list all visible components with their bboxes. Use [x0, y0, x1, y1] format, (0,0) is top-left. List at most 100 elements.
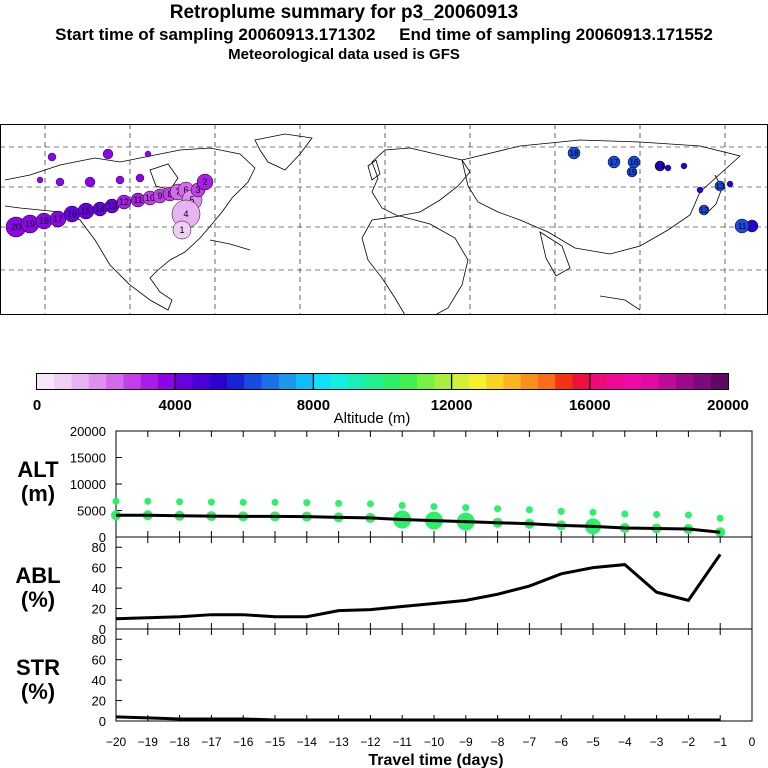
plume-blob-label: 15: [81, 206, 91, 216]
colorbar-cell: [589, 374, 608, 389]
colorbar-cell: [417, 374, 435, 389]
plume-blob-label: 5: [189, 195, 194, 205]
colorbar-tick-label: 20000: [707, 397, 749, 414]
x-axis-label: Travel time (days): [368, 752, 503, 768]
colorbar-cell: [434, 374, 452, 389]
colorbar-cell: [244, 374, 262, 389]
colorbar-cell: [503, 374, 522, 389]
altitude-scatter-point: [112, 497, 120, 505]
x-tick-label: −18: [169, 735, 190, 749]
plume-blob-label: 3: [195, 185, 200, 195]
plume-blob-label: 18: [39, 216, 49, 226]
altitude-scatter-point: [525, 506, 533, 514]
plume-blob-blue: 12: [698, 204, 710, 216]
colorbar-cell: [710, 374, 729, 389]
x-tick-labels: −20 −19 −18 −17 −16 −15 −14 −13 −12 −11 −10 −9 −8 −7−…: [106, 735, 756, 749]
colorbar-cell: [54, 374, 72, 389]
plume-blob-label: 14: [656, 162, 665, 171]
plume-dot-small: [726, 180, 734, 188]
colorbar-cell: [157, 374, 176, 389]
plume-blob-label: 14: [95, 204, 105, 214]
plume-dot-small: [36, 176, 44, 184]
plume-blob-purple: 14: [92, 201, 108, 217]
plume-blob-label: 16: [630, 158, 639, 167]
colorbar-label: Altitude (m): [334, 410, 411, 427]
panel-ylabel: STR: [16, 655, 60, 680]
plume-blob-label: 13: [716, 182, 725, 191]
colorbar-cell: [192, 374, 211, 389]
colorbar-cell: [520, 374, 539, 389]
coastlines: [4, 133, 741, 316]
altitude-scatter-point: [494, 505, 502, 513]
colorbar-cell: [486, 374, 504, 389]
altitude-scatter-point: [684, 511, 692, 519]
plume-blob-label: 6: [183, 185, 188, 195]
colorbar-cell: [607, 374, 625, 389]
end-time-label: End time of sampling 20060913.171552: [399, 25, 713, 44]
y-tick-label: 60: [92, 653, 106, 668]
plume-blob-blue: 13: [714, 180, 726, 192]
plume-blob-purple: 2: [196, 173, 214, 191]
x-tick-label: −7: [523, 735, 537, 749]
x-tick-label: −14: [297, 735, 318, 749]
y-tick-label: 5000: [77, 504, 106, 519]
colorbar-cell: [140, 374, 159, 389]
colorbar-cell: [572, 374, 591, 389]
colorbar-cell: [641, 374, 660, 389]
colorbar-cell: [278, 374, 297, 389]
purple-plume-blobs: 2019181716151413121110987654321: [5, 148, 214, 240]
chart-title: Retroplume summary for p3_20060913: [169, 2, 519, 23]
y-tick-label: 0: [99, 714, 106, 729]
y-tick-label: 60: [92, 561, 106, 576]
plume-blob-blue: 17: [607, 155, 621, 169]
colorbar-cell: [175, 374, 193, 389]
colorbar-cell: [330, 374, 349, 389]
x-tick-label: −5: [586, 735, 600, 749]
colorbar-cell: [347, 374, 366, 389]
retroplume-map: 2019181716151413121110987654321 18171615…: [0, 124, 768, 316]
colorbar-cell: [555, 374, 573, 389]
altitude-scatter-point: [398, 502, 406, 510]
altitude-scatter-point: [239, 498, 247, 506]
colorbar-tick-label: 16000: [569, 397, 611, 414]
plume-dot-small: [47, 152, 57, 162]
colorbar-cell: [209, 374, 228, 389]
colorbar-ticks: 0 4000 8000 12000 16000 20000: [33, 374, 749, 414]
start-time-label: Start time of sampling 20060913.171302: [55, 25, 376, 44]
x-tick-label: −19: [138, 735, 159, 749]
y-tick-label: 20000: [70, 424, 106, 439]
x-tick-label: −16: [233, 735, 254, 749]
altitude-colorbar: 0 4000 8000 12000 16000 20000 Altitude (m): [33, 373, 749, 427]
y-tick-label: 15000: [70, 451, 106, 466]
y-tick-label: 0: [99, 530, 106, 545]
colorbar-cell: [382, 374, 401, 389]
y-tick-label: 20: [92, 602, 106, 617]
colorbar-cell: [37, 374, 55, 389]
y-tick-label: 80: [92, 540, 106, 555]
plume-blob-label: 17: [610, 158, 619, 167]
y-tick-label: 20: [92, 694, 106, 709]
plume-blob-label: 12: [700, 206, 709, 215]
altitude-scatter-point: [271, 498, 279, 506]
x-tick-label: −1: [713, 735, 727, 749]
map-gridlines: [0, 124, 768, 315]
plume-blob-label: 4: [183, 209, 188, 219]
altitude-scatter-point: [589, 508, 597, 516]
plume-blob-label: 18: [570, 149, 579, 158]
colorbar-tick-label: 0: [33, 397, 41, 414]
colorbar-frame: [36, 373, 729, 390]
plume-blob-label: 15: [628, 168, 637, 177]
altitude-scatter-point: [557, 507, 565, 515]
colorbar-cell: [658, 374, 677, 389]
colorbar-cell: [468, 374, 487, 389]
x-tick-label: −9: [459, 735, 473, 749]
series-line-abl: [115, 553, 722, 621]
altitude-scatter-point: [462, 504, 470, 512]
plume-dot-small: [55, 177, 65, 187]
plume-blob-blue: 14: [654, 160, 666, 172]
x-tick-label: −6: [554, 735, 568, 749]
plume-blob-label: 10: [145, 193, 155, 203]
altitude-scatter-point: [621, 510, 629, 518]
